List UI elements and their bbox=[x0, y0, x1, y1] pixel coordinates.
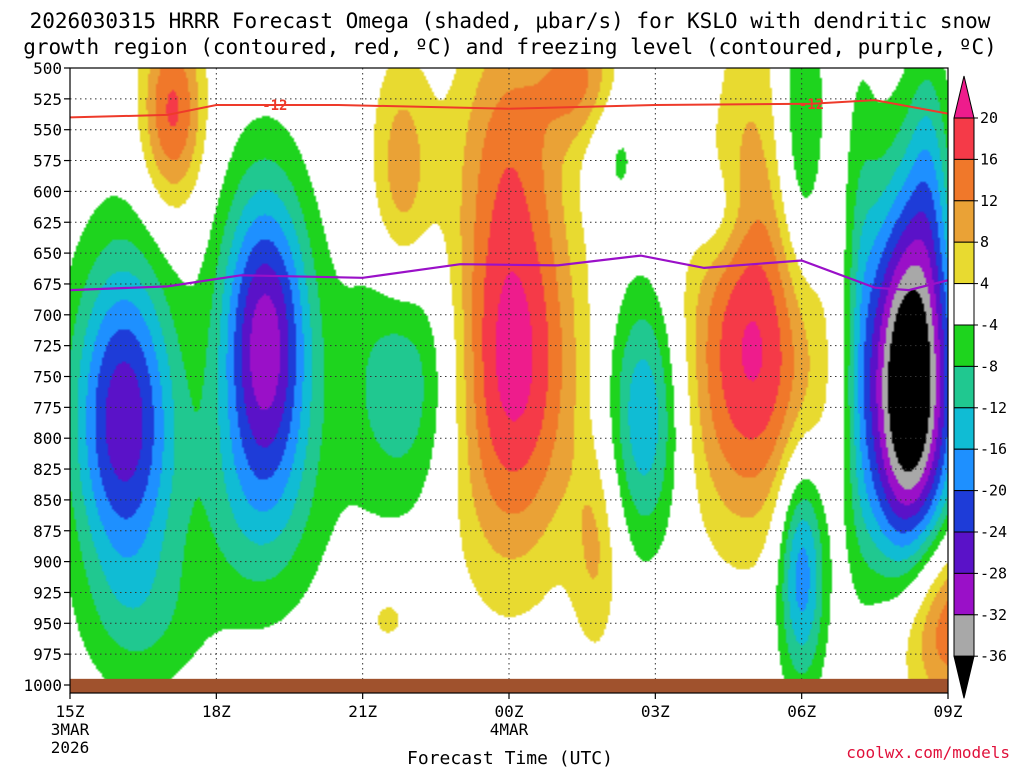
y-tick-label: 625 bbox=[33, 213, 62, 232]
y-tick-label: 775 bbox=[33, 398, 62, 417]
y-tick-label: 550 bbox=[33, 121, 62, 140]
y-tick-label: 750 bbox=[33, 368, 62, 387]
colorbar-bottom-arrow bbox=[953, 655, 975, 699]
y-tick-label: 900 bbox=[33, 553, 62, 572]
chart-title-line-1: 2026030315 HRRR Forecast Omega (shaded, … bbox=[30, 9, 991, 33]
isotherm-label: -12 bbox=[799, 97, 824, 113]
colorbar-band bbox=[953, 117, 975, 160]
isotherm-label: -12 bbox=[262, 98, 287, 114]
colorbar-label: 4 bbox=[980, 275, 989, 293]
y-tick-label: 875 bbox=[33, 522, 62, 541]
colorbar-label: -4 bbox=[980, 316, 998, 334]
chart-title-line-2: growth region (contoured, red, ºC) and f… bbox=[23, 35, 997, 59]
x-tick-label: 00Z bbox=[495, 702, 524, 721]
colorbar-label: -20 bbox=[980, 482, 1007, 500]
y-tick-label: 575 bbox=[33, 152, 62, 171]
colorbar-label: -8 bbox=[980, 357, 998, 375]
colorbar-label: 20 bbox=[980, 109, 998, 127]
colorbar-label: 16 bbox=[980, 150, 998, 168]
colorbar-label: -32 bbox=[980, 606, 1007, 624]
y-tick-label: 950 bbox=[33, 614, 62, 633]
colorbar: 20 16 12 8 4 -4 -8 -12 -16 -20 -24 -28 -32 -36 bbox=[953, 75, 1007, 699]
y-tick-label: 600 bbox=[33, 182, 62, 201]
terrain-layer bbox=[70, 678, 948, 693]
y-tick-label: 1000 bbox=[23, 676, 62, 695]
y-tick-label: 700 bbox=[33, 306, 62, 325]
y-tick-label: 825 bbox=[33, 460, 62, 479]
colorbar-top-arrow bbox=[953, 75, 975, 119]
x-tick-year: 2026 bbox=[51, 738, 90, 757]
site-credit: coolwx.com/models bbox=[846, 743, 1010, 762]
y-tick-label: 675 bbox=[33, 275, 62, 294]
x-tick-label: 03Z bbox=[641, 702, 670, 721]
y-tick-label: 800 bbox=[33, 429, 62, 448]
colorbar-band bbox=[953, 283, 975, 326]
y-tick-label: 650 bbox=[33, 244, 62, 263]
colorbar-band bbox=[953, 614, 975, 657]
contour-lines: -12 -12 bbox=[70, 97, 948, 292]
x-axis-label: Forecast Time (UTC) bbox=[407, 748, 613, 768]
x-tick-label: 15Z bbox=[56, 702, 85, 721]
colorbar-band bbox=[953, 572, 975, 616]
colorbar-band bbox=[953, 324, 975, 367]
dendritic-isotherm-line bbox=[70, 99, 948, 119]
x-tick-label: 09Z bbox=[934, 702, 963, 721]
x-tick-label: 21Z bbox=[348, 702, 377, 721]
y-tick-label: 525 bbox=[33, 90, 62, 109]
colorbar-band bbox=[953, 531, 975, 574]
colorbar-label: -28 bbox=[980, 564, 1007, 582]
y-tick-label: 850 bbox=[33, 491, 62, 510]
x-tick-date: 4MAR bbox=[490, 720, 529, 739]
colorbar-band bbox=[953, 490, 975, 533]
colorbar-band bbox=[953, 407, 975, 450]
colorbar-band bbox=[953, 200, 975, 243]
colorbar-label: -36 bbox=[980, 647, 1007, 665]
colorbar-label: -24 bbox=[980, 523, 1007, 541]
colorbar-band bbox=[953, 158, 975, 202]
y-tick-label: 975 bbox=[33, 645, 62, 664]
x-tick-label: 18Z bbox=[202, 702, 231, 721]
colorbar-label: -12 bbox=[980, 399, 1007, 417]
y-tick-label: 925 bbox=[33, 583, 62, 602]
x-tick-label: 06Z bbox=[787, 702, 816, 721]
colorbar-label: 12 bbox=[980, 192, 998, 210]
y-tick-label: 725 bbox=[33, 337, 62, 356]
x-tick-date: 3MAR bbox=[51, 720, 90, 739]
colorbar-label: 8 bbox=[980, 233, 989, 251]
y-axis: 500 525 550 575 600 625 650 675 700 725 750 775 800 8… bbox=[23, 59, 70, 695]
colorbar-band bbox=[953, 448, 975, 492]
colorbar-band bbox=[953, 365, 975, 409]
colorbar-band bbox=[953, 241, 975, 285]
y-tick-label: 500 bbox=[33, 59, 62, 78]
freezing-level-line bbox=[70, 254, 948, 292]
colorbar-label: -16 bbox=[980, 440, 1007, 458]
terrain-strip bbox=[70, 678, 948, 693]
